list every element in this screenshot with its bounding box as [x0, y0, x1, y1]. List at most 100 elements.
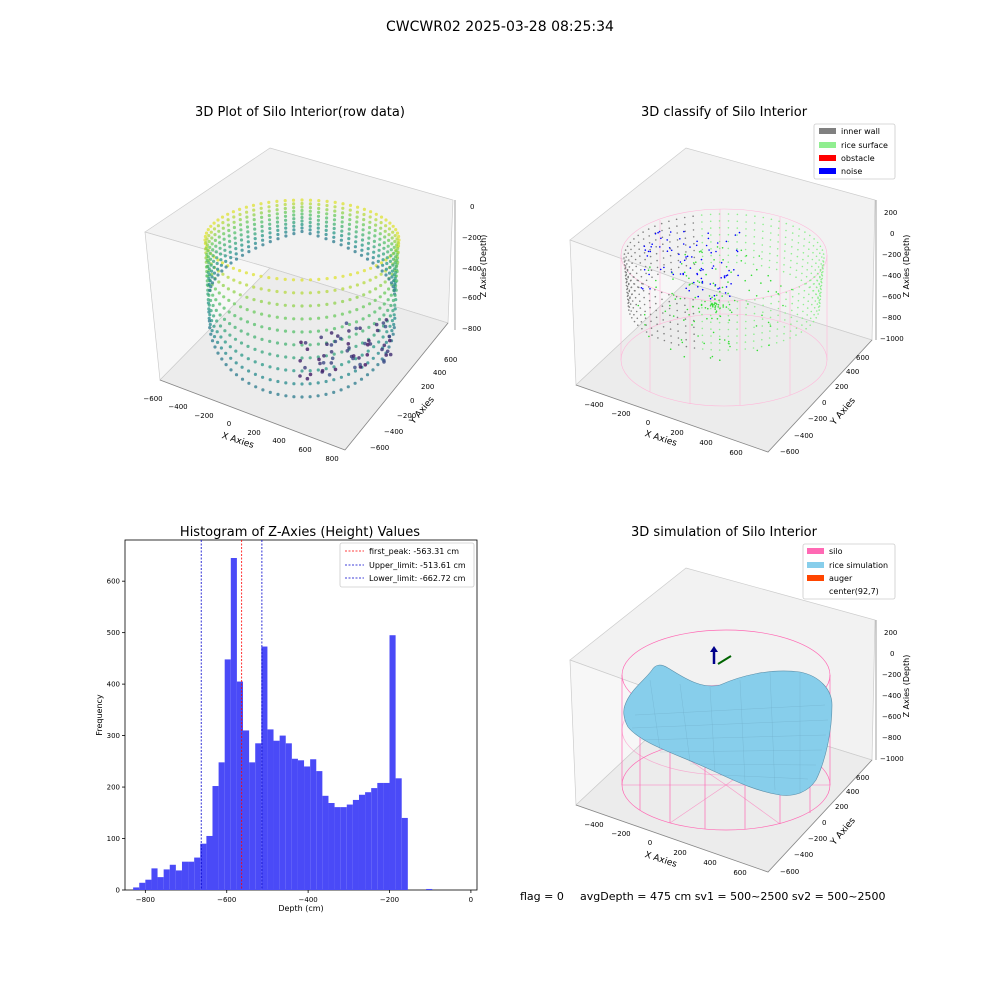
panel1-title: 3D Plot of Silo Interior(row data) — [195, 105, 405, 120]
histogram-bar — [133, 887, 140, 890]
classified-point — [656, 259, 658, 262]
data-point — [204, 240, 208, 245]
data-point — [381, 321, 386, 325]
classified-point — [776, 328, 779, 330]
classified-point — [719, 338, 721, 341]
data-point — [240, 353, 244, 357]
data-point — [385, 256, 389, 260]
x-tick-label: 0 — [648, 839, 652, 847]
data-point — [376, 351, 380, 355]
classified-point — [655, 279, 657, 282]
classified-point — [818, 299, 821, 302]
data-point — [300, 291, 304, 295]
data-point — [246, 235, 250, 239]
classified-point — [770, 218, 773, 221]
classified-point — [727, 292, 729, 295]
data-point — [204, 256, 208, 260]
data-point — [388, 265, 392, 269]
classified-point — [698, 281, 701, 284]
data-point — [384, 340, 388, 344]
histogram-bar — [383, 782, 390, 890]
data-point — [275, 277, 279, 281]
classified-point — [818, 309, 820, 311]
data-point — [245, 215, 249, 219]
data-point — [332, 240, 336, 244]
classified-point — [648, 273, 650, 276]
classified-point — [627, 283, 630, 286]
classified-point — [693, 340, 696, 342]
classified-point — [676, 302, 678, 305]
data-point — [325, 216, 329, 220]
classified-point — [753, 326, 755, 329]
data-point — [395, 279, 399, 283]
histogram-bar — [163, 869, 170, 890]
data-point — [260, 220, 264, 224]
data-point — [338, 336, 343, 341]
data-point — [361, 305, 365, 309]
classified-point — [745, 307, 747, 309]
data-point — [392, 279, 396, 283]
data-point — [240, 248, 244, 252]
data-point — [319, 335, 324, 340]
x-tick-label: 200 — [673, 849, 686, 857]
data-point — [292, 291, 296, 295]
data-point — [298, 359, 303, 363]
classified-point — [692, 236, 695, 238]
classified-point — [717, 288, 719, 290]
classified-point — [691, 282, 694, 285]
data-point — [339, 243, 343, 247]
data-point — [390, 242, 394, 246]
classified-point — [680, 339, 683, 341]
z-tick-label: −600 — [882, 293, 901, 301]
classified-point — [745, 228, 747, 230]
classified-point — [628, 266, 631, 268]
data-point — [292, 228, 296, 232]
classified-point — [762, 297, 765, 300]
data-point — [371, 261, 375, 265]
data-point — [393, 282, 397, 286]
classified-point — [686, 308, 689, 311]
classified-point — [663, 332, 665, 335]
classified-point — [627, 292, 629, 295]
data-point — [215, 261, 219, 266]
classified-point — [701, 262, 704, 265]
histogram-bar — [322, 795, 329, 890]
data-point — [210, 275, 214, 279]
classified-point — [725, 274, 728, 277]
classified-point — [753, 305, 756, 308]
data-point — [317, 199, 321, 203]
data-point — [226, 212, 230, 216]
x-tick-label: −400 — [584, 821, 603, 829]
data-point — [240, 377, 245, 381]
classified-point — [785, 222, 788, 225]
data-point — [268, 378, 272, 382]
data-point — [378, 306, 382, 310]
classified-point — [821, 256, 823, 258]
classified-point — [738, 231, 741, 234]
data-point — [239, 233, 243, 237]
y-tick-label: 400 — [846, 368, 859, 376]
data-point — [348, 273, 353, 277]
data-point — [284, 368, 288, 372]
classified-point — [645, 279, 648, 282]
histogram-bar — [212, 786, 219, 890]
classified-point — [623, 264, 626, 266]
data-point — [325, 315, 329, 319]
data-point — [212, 335, 217, 339]
data-point — [382, 246, 386, 250]
data-point — [324, 237, 328, 241]
data-point — [316, 329, 321, 333]
data-point — [203, 234, 207, 239]
classified-point — [760, 282, 762, 284]
classified-point — [762, 304, 764, 307]
classified-point — [727, 227, 730, 229]
data-point — [228, 239, 232, 243]
y-tick-label: 0 — [822, 399, 826, 407]
data-point — [383, 291, 387, 295]
classified-point — [648, 293, 650, 295]
classified-point — [641, 282, 643, 285]
classified-point — [727, 220, 730, 222]
data-point — [303, 341, 308, 345]
data-point — [397, 234, 401, 239]
data-point — [340, 363, 344, 367]
